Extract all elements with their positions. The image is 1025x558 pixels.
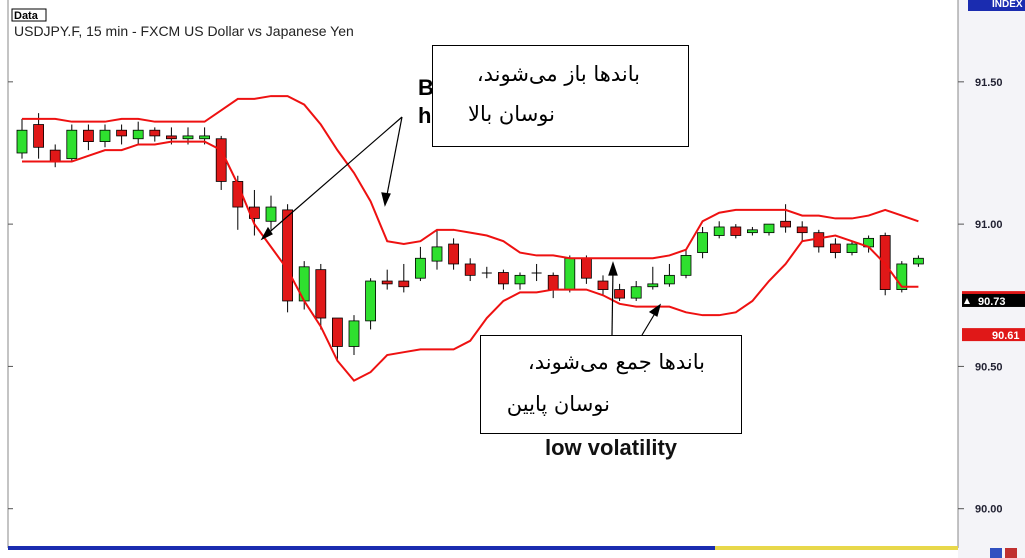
price-tag	[962, 293, 1025, 307]
candle-body	[431, 246, 443, 262]
candle-body	[265, 206, 277, 222]
annotation: low volatility	[545, 435, 678, 460]
arrows	[260, 116, 662, 336]
candle-body	[398, 280, 410, 288]
candle-body	[132, 129, 144, 140]
candle-body	[448, 243, 460, 265]
candle-body	[381, 280, 393, 285]
candle-body	[830, 243, 841, 253]
y-tick-label: 90.00	[975, 504, 1003, 516]
index-label: INDEX	[992, 0, 1023, 10]
annotation-box	[432, 45, 689, 147]
candle-body	[846, 243, 858, 253]
header-tab	[11, 8, 47, 22]
candle-body	[481, 272, 492, 274]
candle-body	[680, 255, 692, 276]
candle-body	[149, 129, 161, 137]
axis-panel	[958, 0, 1025, 558]
annotation: باندها جمع می‌شوند،	[527, 350, 705, 374]
candle-body	[182, 135, 194, 140]
candle-body	[796, 226, 808, 234]
annotation-box	[480, 335, 742, 434]
annotation: نوسان بالا	[467, 102, 555, 126]
candle-body	[464, 263, 476, 276]
price-tag	[962, 328, 1025, 342]
price-tag-marker	[964, 297, 970, 304]
bottom-bar-highlight	[715, 546, 958, 550]
band-line	[22, 95, 919, 260]
candle-body	[315, 269, 327, 319]
annotation: h	[418, 103, 431, 128]
candle-body	[547, 274, 559, 290]
candle-body	[49, 149, 61, 162]
candle-body	[896, 263, 908, 290]
candle-body	[348, 320, 360, 347]
bottom-bar	[8, 546, 958, 550]
candle-body	[614, 289, 625, 299]
candle-body	[199, 135, 211, 140]
candle-body	[713, 226, 725, 236]
band-line	[22, 140, 919, 382]
candle-body	[531, 272, 542, 274]
annotation: B	[418, 75, 434, 100]
candle-body	[913, 257, 924, 265]
candle-body	[16, 129, 28, 154]
candle-body	[581, 257, 592, 279]
y-tick-label: 90.50	[975, 361, 1003, 373]
candle-body	[365, 280, 377, 322]
candle-body	[33, 124, 44, 148]
candle-body	[564, 257, 576, 290]
corner-icons	[990, 548, 1017, 558]
candle-body	[780, 220, 791, 228]
price-tag-label: 90.61	[992, 330, 1020, 342]
y-tick-label: 91.00	[975, 219, 1003, 231]
price-tag-label: 90.73	[978, 296, 1006, 308]
candle-body	[116, 129, 127, 137]
y-tick-label: 91.50	[975, 77, 1003, 89]
candle-body	[66, 129, 78, 160]
candle-body	[282, 209, 294, 302]
candle-body	[331, 317, 343, 347]
candle-body	[514, 274, 526, 285]
candle-body	[215, 138, 227, 182]
annotation: نوسان پایین	[506, 392, 610, 416]
candle-body	[697, 232, 708, 253]
candle-body	[165, 135, 177, 140]
candle-body	[664, 274, 675, 285]
candle-body	[763, 223, 775, 234]
candle-body	[730, 226, 742, 236]
candle-body	[83, 129, 94, 142]
candle-body	[647, 283, 659, 288]
candle-body	[99, 129, 111, 142]
chart-title: USDJPY.F, 15 min - FXCM US Dollar vs Jap…	[14, 23, 354, 39]
candle-body	[497, 272, 509, 285]
annotation: باندها باز می‌شوند،	[476, 62, 640, 86]
candle-body	[597, 280, 609, 290]
candle-body	[414, 257, 426, 279]
index-tab	[968, 0, 1025, 11]
candle-body	[747, 229, 758, 234]
candle-body	[630, 286, 642, 299]
header-label: Data	[14, 10, 39, 22]
